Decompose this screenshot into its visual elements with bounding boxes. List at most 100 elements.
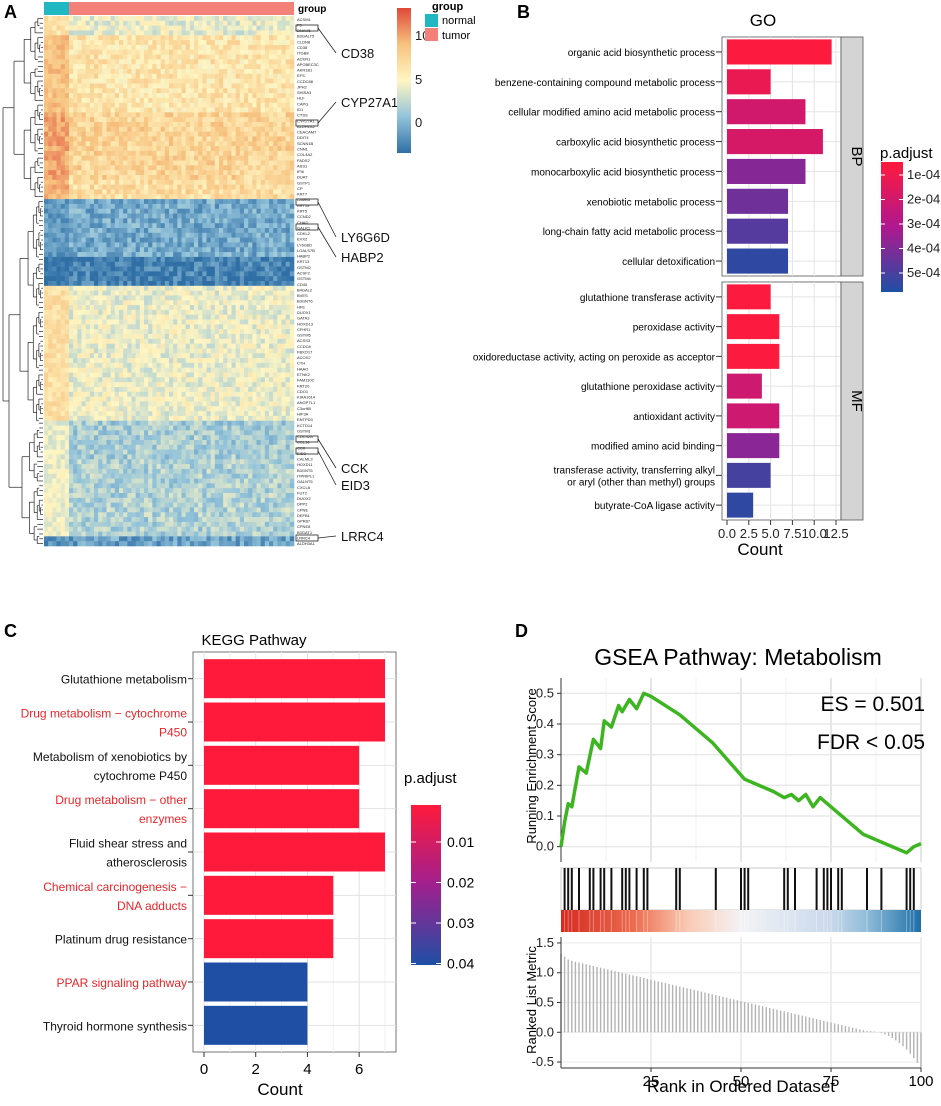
heatmap-cell [260,40,266,46]
heatmap-cell [152,93,157,99]
heatmap-cell [139,203,145,210]
heatmap-cell [181,150,186,157]
heatmap-cell [48,83,53,89]
heatmap-cell [273,155,278,161]
heatmap-cell [264,305,270,311]
heatmap-cell [202,112,207,118]
heatmap-cell [264,165,270,171]
heatmap-cell [169,208,174,214]
heatmap-cell [269,314,274,320]
heatmap-cell [202,59,207,65]
heatmap-cell [169,88,174,94]
heatmap-cell [202,382,207,388]
heatmap-cell [281,189,286,195]
heatmap-cell [114,213,120,219]
heatmap-cell [85,59,91,65]
heatmap-cell [156,334,161,340]
heatmap-cell [231,170,236,176]
heatmap-cell [98,377,103,383]
heatmap-cell [173,165,178,171]
heatmap-cell [248,117,253,123]
heatmap-cell [227,343,232,349]
heatmap-cell [119,54,124,60]
heatmap-cell [181,69,186,75]
heatmap-cell [131,367,136,373]
heatmap-cell [52,353,57,359]
heatmap-cell [281,78,286,84]
heatmap-cell [81,203,86,210]
heatmap-cell [277,208,282,214]
heatmap-cell [239,122,245,128]
heatmap-cell [48,218,53,224]
heatmap-cell [73,30,78,36]
heatmap-cell [164,155,170,161]
heatmap-cell [131,179,136,185]
heatmap-cell [235,223,241,229]
heatmap-cell [244,59,249,65]
heatmap-cell [81,343,86,349]
heatmap-cell [189,175,195,181]
heatmap-cell [289,309,295,316]
heatmap-cell [269,213,274,219]
heatmap-cell [160,300,166,306]
heatmap-cell [177,49,182,55]
heatmap-cell [152,247,157,253]
heatmap-cell [281,184,286,190]
heatmap-cell [85,271,91,277]
heatmap-cell [281,353,286,359]
heatmap-cell [123,237,128,243]
heatmap-cell [64,170,70,176]
heatmap-cell [69,141,74,147]
heatmap-cell [44,358,49,364]
heatmap-cell [164,175,170,181]
heatmap-cell [85,40,91,46]
heatmap-cell [131,131,136,137]
heatmap-cell [210,203,216,210]
heatmap-cell [214,83,220,89]
heatmap-cell [198,290,203,296]
heatmap-cell [260,73,266,79]
heatmap-cell [202,281,207,287]
heatmap-cell [239,358,245,364]
heatmap-cell [285,290,291,296]
heatmap-cell [89,155,95,161]
heatmap-cell [44,30,49,36]
heatmap-cell [206,377,211,383]
heatmap-cell [119,290,124,296]
heatmap-cell [44,122,49,128]
heatmap-cell [152,324,157,330]
heatmap-cell [119,64,124,70]
heatmap-cell [144,155,149,161]
heatmap-cell [177,329,182,335]
heatmap-cell [219,353,224,359]
heatmap-cell [194,165,199,171]
heatmap-cell [85,54,91,60]
heatmap-cell [277,295,282,301]
heatmap-cell [127,338,132,344]
heatmap-cell [164,49,170,55]
heatmap-cell [81,54,86,60]
heatmap-cell [256,184,261,190]
heatmap-cell [239,126,245,132]
heatmap-cell [206,281,211,287]
heatmap-cell [148,73,153,79]
heatmap-cell [248,228,253,234]
heatmap-cell [106,353,111,359]
heatmap-cell [114,64,120,70]
heatmap-cell [160,69,166,75]
heatmap-cell [102,223,107,229]
heatmap-cell [194,170,199,176]
heatmap-cell [223,353,228,359]
heatmap-cell [214,362,220,369]
heatmap-cell [281,348,286,354]
heatmap-cell [269,295,274,301]
heatmap-cell [164,64,170,70]
heatmap-cell [260,136,266,142]
heatmap-cell [69,78,74,84]
heatmap-cell [169,314,174,320]
heatmap-cell [123,102,128,108]
heatmap-cell [277,194,282,200]
heatmap-cell [131,83,136,89]
heatmap-cell [60,126,66,132]
heatmap-cell [64,213,70,219]
